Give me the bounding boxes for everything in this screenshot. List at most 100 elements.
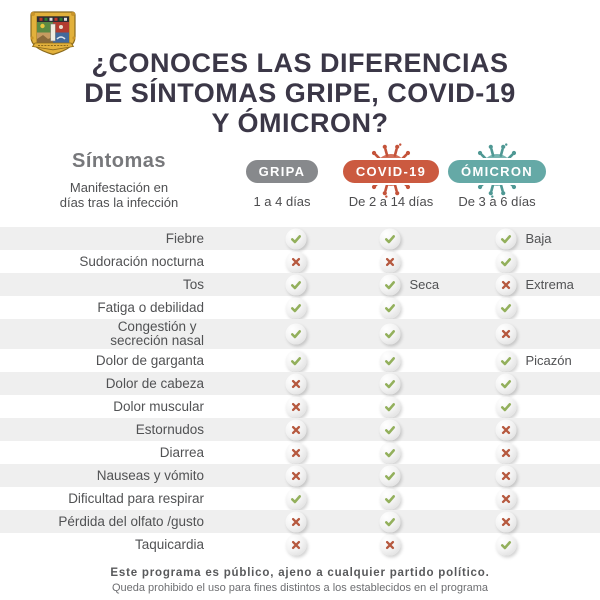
check-icon — [379, 488, 401, 509]
check-icon — [495, 396, 517, 417]
omicron-cell — [495, 442, 517, 463]
symptom-label: Dolor de garganta — [95, 352, 204, 368]
covid-cell — [379, 350, 401, 371]
symptom-label: Tos — [182, 276, 204, 292]
covid-cell — [379, 534, 401, 555]
check-icon — [379, 323, 401, 345]
covid-cell — [379, 373, 401, 394]
cell-note: Baja — [525, 231, 552, 246]
cross-icon — [285, 419, 307, 440]
check-icon — [495, 350, 517, 371]
symptom-label: Estornudos — [135, 421, 204, 437]
symptom-label: Fiebre — [165, 230, 204, 246]
gripa-cell — [285, 511, 307, 532]
gripa-cell — [285, 251, 307, 272]
coat-of-arms-logo — [30, 11, 76, 56]
gripa-cell — [285, 534, 307, 555]
table-row: Estornudos — [0, 418, 600, 441]
column-covid: COVID-19 De 2 a 14 días — [321, 143, 461, 209]
cell-note: Extrema — [525, 277, 574, 292]
cross-icon — [285, 465, 307, 486]
covid-cell — [379, 488, 401, 509]
check-icon — [379, 297, 401, 318]
title-line: DE SÍNTOMAS GRIPE, COVID-19 — [84, 78, 516, 108]
symptom-label: Fatiga o debilidad — [97, 299, 204, 315]
footer-disclaimer: Queda prohibido el uso para fines distin… — [111, 582, 489, 594]
gripa-cell — [285, 297, 307, 318]
table-row: Diarrea — [0, 441, 600, 464]
omicron-cell — [495, 511, 517, 532]
check-icon — [495, 373, 517, 394]
gripa-cell — [285, 396, 307, 417]
cross-icon — [285, 534, 307, 555]
covid-badge: COVID-19 — [340, 158, 442, 185]
check-icon — [495, 297, 517, 318]
check-icon — [285, 350, 307, 371]
gripa-badge: GRIPA — [243, 158, 321, 185]
symptom-label: Nauseas y vómito — [96, 467, 204, 483]
omicron-days: De 3 a 6 días — [458, 194, 536, 209]
check-icon — [379, 442, 401, 463]
check-icon — [495, 534, 517, 555]
check-icon — [285, 488, 307, 509]
symptom-label: Dolor de cabeza — [105, 375, 204, 391]
symptom-label: Dificultad para respirar — [68, 490, 204, 506]
cross-icon — [495, 323, 517, 345]
check-icon — [379, 350, 401, 371]
check-icon — [379, 511, 401, 532]
check-icon — [495, 251, 517, 272]
omicron-cell — [495, 323, 517, 345]
table-row: Tos Seca Extrema — [0, 273, 600, 296]
cross-icon — [495, 442, 517, 463]
gripa-cell — [285, 373, 307, 394]
cross-icon — [495, 274, 517, 295]
table-row: Dolor muscular — [0, 395, 600, 418]
footer: Este programa es público, ajeno a cualqu… — [0, 567, 600, 594]
gripa-cell — [285, 419, 307, 440]
cross-icon — [495, 488, 517, 509]
cross-icon — [379, 251, 401, 272]
page-title: ¿CONOCES LAS DIFERENCIAS DE SÍNTOMAS GRI… — [0, 48, 600, 138]
table-row: Dificultad para respirar — [0, 487, 600, 510]
omicron-cell — [495, 373, 517, 394]
cross-icon — [495, 465, 517, 486]
subheader-line: Manifestación en — [69, 180, 169, 195]
check-icon — [285, 297, 307, 318]
table-row: Congestión y secreción nasal — [0, 319, 600, 349]
check-icon — [495, 228, 517, 249]
table-row: Pérdida del olfato /gusto — [0, 510, 600, 533]
covid-cell — [379, 323, 401, 345]
covid-cell — [379, 465, 401, 486]
symptom-label: Taquicardia — [134, 536, 204, 552]
omicron-cell — [495, 465, 517, 486]
omicron-cell — [495, 488, 517, 509]
cell-note: Seca — [409, 277, 440, 292]
cross-icon — [379, 534, 401, 555]
cross-icon — [285, 511, 307, 532]
cross-icon — [495, 511, 517, 532]
symptom-label: Pérdida del olfato /gusto — [58, 513, 204, 529]
check-icon — [285, 323, 307, 345]
gripa-cell — [285, 442, 307, 463]
cross-icon — [285, 251, 307, 272]
table-row: Taquicardia — [0, 533, 600, 556]
table-row: Nauseas y vómito — [0, 464, 600, 487]
check-icon — [379, 228, 401, 249]
omicron-cell — [495, 396, 517, 417]
check-icon — [379, 465, 401, 486]
cross-icon — [285, 442, 307, 463]
check-icon — [379, 274, 401, 295]
symptom-label: Diarrea — [159, 444, 204, 460]
covid-cell — [379, 511, 401, 532]
omicron-cell: Extrema — [495, 274, 574, 295]
table-header: Síntomas Manifestación en días tras la i… — [0, 143, 600, 224]
table-row: Sudoración nocturna — [0, 250, 600, 273]
omicron-cell — [495, 251, 517, 272]
symptom-label: Congestión y secreción nasal — [110, 319, 204, 348]
cross-icon — [495, 419, 517, 440]
cross-icon — [285, 396, 307, 417]
footer-disclaimer-bold: Este programa es público, ajeno a cualqu… — [110, 567, 490, 579]
gripa-cell — [285, 274, 307, 295]
covid-cell: Seca — [379, 274, 439, 295]
